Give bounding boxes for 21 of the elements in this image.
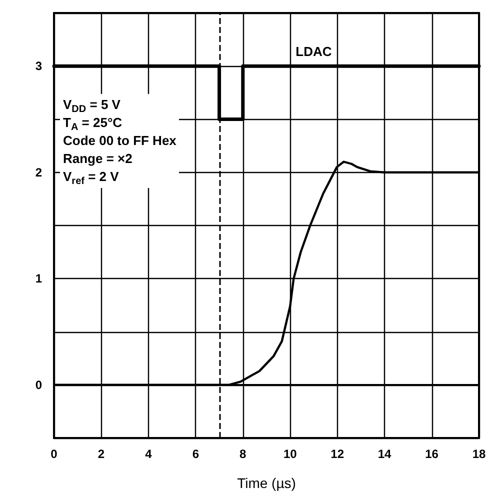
x-tick-label: 0 xyxy=(50,447,58,461)
x-tick-label: 14 xyxy=(378,447,392,461)
x-tick-label: 2 xyxy=(98,447,105,461)
annotation: Code 00 to FF Hex xyxy=(63,133,176,148)
annotation: V$_{DD}$ = 5 V xyxy=(63,97,120,115)
x-tick-label: 16 xyxy=(425,447,439,461)
x-tick-label: 10 xyxy=(283,447,298,461)
annotation: Range = ×2 xyxy=(63,151,132,166)
x-tick-label: 18 xyxy=(472,447,486,461)
x-tick-label: 4 xyxy=(145,447,152,461)
annotation: V$_{ref}$ = 2 V xyxy=(63,169,119,187)
x-tick-label: 12 xyxy=(330,447,344,461)
y-tick-label: 1 xyxy=(35,272,42,286)
annotation: T$_{A}$ = 25°C xyxy=(63,115,122,133)
series-label: LDAC xyxy=(296,44,332,60)
x-tick-label: 6 xyxy=(192,447,200,461)
y-tick-label: 3 xyxy=(35,59,42,74)
x-axis-title: Time (µs) xyxy=(237,475,296,491)
y-tick-label: 0 xyxy=(35,378,42,392)
x-tick-label: 8 xyxy=(240,447,247,461)
y-tick-label: 2 xyxy=(35,165,42,180)
